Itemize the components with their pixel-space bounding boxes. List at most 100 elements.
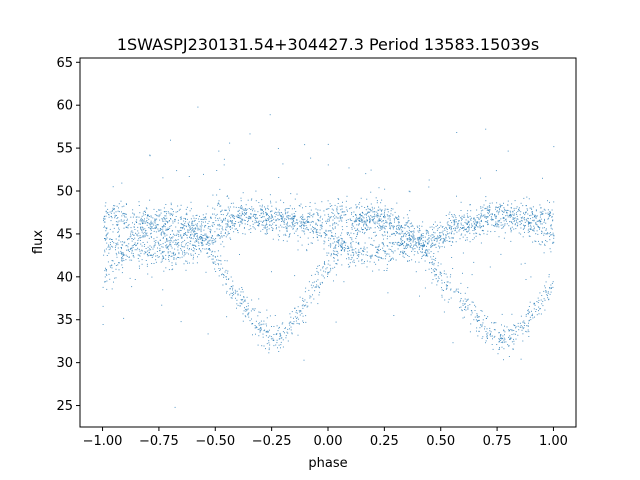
data-point [137,226,139,228]
data-point [127,225,129,227]
data-point [287,211,289,213]
data-point [112,207,114,209]
data-point [498,220,500,222]
data-point [312,227,314,228]
data-point [208,242,210,244]
data-point [489,333,491,335]
data-point [341,244,343,245]
data-point [400,239,402,241]
data-point [306,220,308,222]
data-point [402,255,404,257]
data-point [252,215,254,217]
data-point [241,219,243,221]
data-point [267,226,268,228]
data-point [503,220,505,222]
data-point [285,226,287,228]
data-point [118,251,120,253]
data-point [183,224,185,226]
data-point [327,273,329,275]
data-point [531,222,533,224]
data-point [235,297,236,299]
data-point [285,223,287,225]
data-point [235,215,237,217]
data-point [525,225,526,227]
data-point [104,225,105,227]
data-point [109,211,111,213]
data-point [474,310,476,311]
data-point [253,208,255,210]
data-point [126,244,128,246]
data-point [240,206,242,208]
data-point [450,229,452,231]
data-point [262,336,264,338]
data-point [421,245,422,247]
data-point [155,241,157,243]
data-point [528,319,530,321]
data-point [537,233,539,235]
data-point [203,173,204,175]
data-point [242,291,244,293]
data-point [332,224,334,226]
data-point [319,291,321,293]
data-point [328,215,330,217]
data-point [271,205,273,207]
data-point [383,270,385,271]
data-point [270,211,271,213]
data-point [317,279,319,281]
data-point [294,214,296,216]
data-point [274,216,276,218]
data-point [383,216,385,218]
data-point [242,218,244,220]
data-point [146,254,148,255]
data-point [376,214,378,216]
data-point [389,235,391,237]
data-point [252,308,254,310]
data-point [436,284,438,286]
data-point [458,215,460,217]
data-point [288,236,290,238]
data-point [405,222,407,224]
data-point [440,238,442,240]
data-point [180,223,182,225]
data-point [362,221,364,223]
data-point [431,246,433,247]
data-point [370,169,372,171]
data-point [501,338,503,340]
data-point [241,288,243,290]
data-point [267,331,269,333]
data-point [520,217,522,219]
data-point [531,212,533,214]
data-point [153,246,155,248]
data-point [317,209,319,211]
data-point [506,223,508,225]
data-point [251,308,253,310]
data-point [480,220,482,222]
data-point [219,217,221,219]
data-point [251,208,253,210]
data-point [310,284,312,286]
data-point [278,351,280,352]
data-point [235,221,237,222]
data-point [347,248,349,249]
data-point [452,268,454,269]
data-point [368,228,370,230]
data-point [122,244,124,246]
data-point [336,206,338,208]
data-point [498,221,500,223]
data-point [428,241,430,243]
data-point [334,227,336,229]
data-point [442,230,444,232]
data-point [474,220,476,222]
data-point [504,232,506,234]
data-point [133,226,135,228]
data-point [244,300,246,302]
data-point [476,330,477,332]
data-point [159,249,161,251]
data-point [140,228,142,230]
data-point [228,278,230,280]
data-point [177,243,179,245]
data-point [384,217,386,219]
data-point [180,234,182,236]
data-point [159,219,161,221]
data-point [132,231,134,233]
